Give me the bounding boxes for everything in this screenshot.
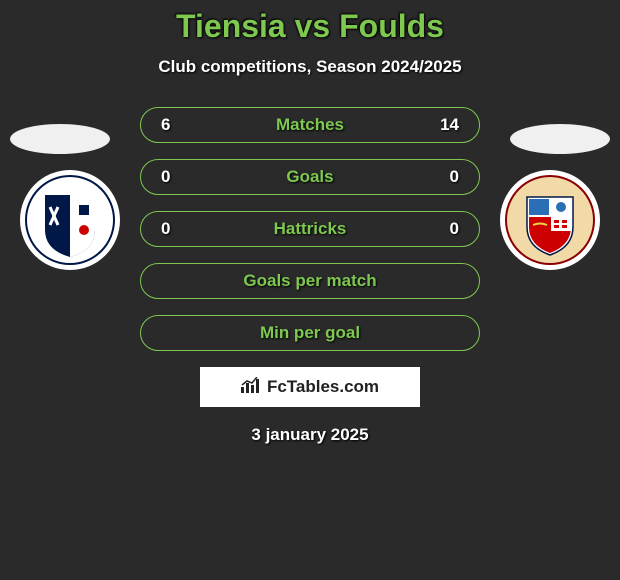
stat-row-goals: 0 Goals 0 (140, 159, 480, 195)
stat-left-value: 6 (161, 115, 191, 135)
stat-right-value: 0 (429, 219, 459, 239)
player-ellipse-right (510, 124, 610, 154)
player-ellipse-left (10, 124, 110, 154)
subtitle: Club competitions, Season 2024/2025 (0, 57, 620, 77)
stat-row-mpg: Min per goal (140, 315, 480, 351)
stat-left-value: 0 (161, 167, 191, 187)
branding-box: FcTables.com (200, 367, 420, 407)
stat-label: Hattricks (274, 219, 347, 239)
shield-icon (505, 175, 595, 265)
stat-right-value: 14 (429, 115, 459, 135)
stat-right-value: 0 (429, 167, 459, 187)
chart-icon (241, 377, 261, 398)
stats-list: 6 Matches 14 0 Goals 0 0 Hattricks 0 Goa… (140, 107, 480, 351)
stat-label: Min per goal (260, 323, 360, 343)
stat-left-value: 0 (161, 219, 191, 239)
stat-label: Matches (276, 115, 344, 135)
club-crest-right (500, 170, 600, 270)
stat-label: Goals per match (243, 271, 376, 291)
branding-label: FcTables.com (267, 377, 379, 397)
page-title: Tiensia vs Foulds (0, 8, 620, 45)
stats-panel: Tiensia vs Foulds Club competitions, Sea… (0, 0, 620, 445)
stat-row-gpm: Goals per match (140, 263, 480, 299)
footer-date: 3 january 2025 (0, 425, 620, 445)
shield-icon (25, 175, 115, 265)
stat-row-hattricks: 0 Hattricks 0 (140, 211, 480, 247)
stat-row-matches: 6 Matches 14 (140, 107, 480, 143)
club-crest-left (20, 170, 120, 270)
stat-label: Goals (286, 167, 333, 187)
